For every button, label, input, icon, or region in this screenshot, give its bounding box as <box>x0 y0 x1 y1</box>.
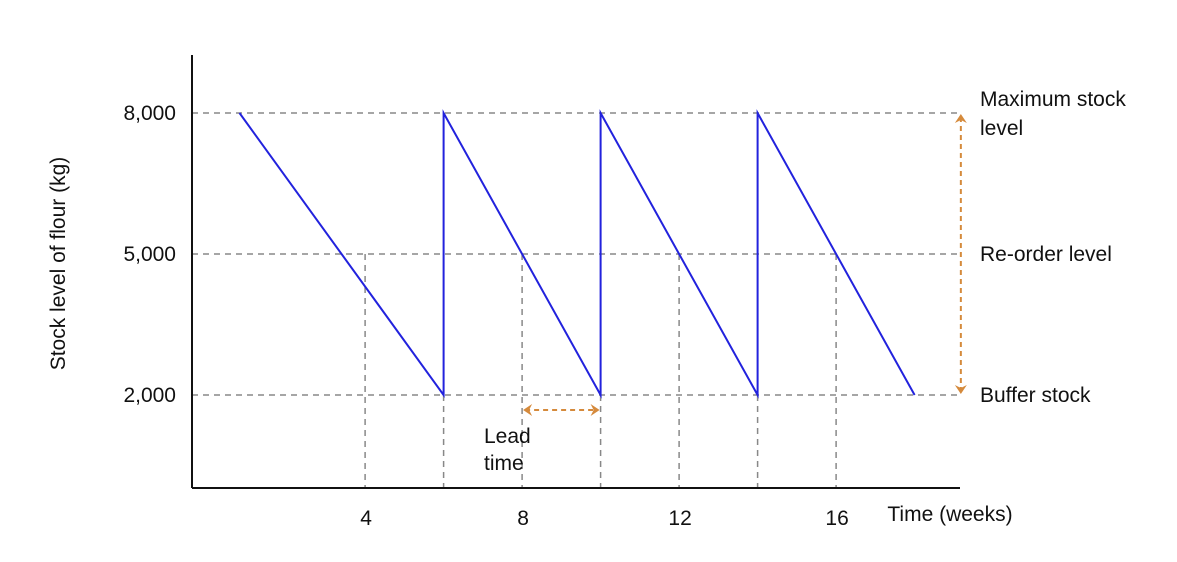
y-tick-label-2000: 2,000 <box>123 384 176 407</box>
stock-range-arrowhead-down <box>954 385 967 394</box>
x-tick-label-8: 8 <box>517 507 529 530</box>
labels: 2,000 5,000 8,000 4 8 12 16 Time (weeks) Stock l… <box>47 88 1126 530</box>
x-tick-label-4: 4 <box>360 507 372 530</box>
stock-level-series-line-0 <box>238 109 916 399</box>
lead-time-label-line-0: Lead <box>484 425 531 448</box>
x-axis-title: Time (weeks) <box>887 503 1012 526</box>
reference-lines <box>192 112 960 396</box>
lead-time-arrowhead-left <box>523 404 533 416</box>
reference-label-maximum-stock-line-1: level <box>980 117 1023 140</box>
y-tick-label-8000: 8,000 <box>123 102 176 125</box>
reference-label-buffer-stock-line-0: Buffer stock <box>980 384 1091 407</box>
x-tick-label-12: 12 <box>668 507 691 530</box>
lead-time-arrowhead-right <box>590 404 600 416</box>
reference-label-maximum-stock-line-0: Maximum stock <box>980 88 1126 111</box>
stock-series <box>238 109 916 399</box>
x-tick-label-16: 16 <box>825 507 848 530</box>
stock-range-arrowhead-up <box>954 114 967 123</box>
y-tick-label-5000: 5,000 <box>123 243 176 266</box>
lead-time-label-line-1: time <box>484 452 524 475</box>
reference-label-re-order-level-line-0: Re-order level <box>980 243 1112 266</box>
axes <box>191 55 960 489</box>
annotations <box>523 114 967 416</box>
y-axis-title: Stock level of flour (kg) <box>47 157 70 371</box>
week-dropdown-lines <box>364 254 837 488</box>
